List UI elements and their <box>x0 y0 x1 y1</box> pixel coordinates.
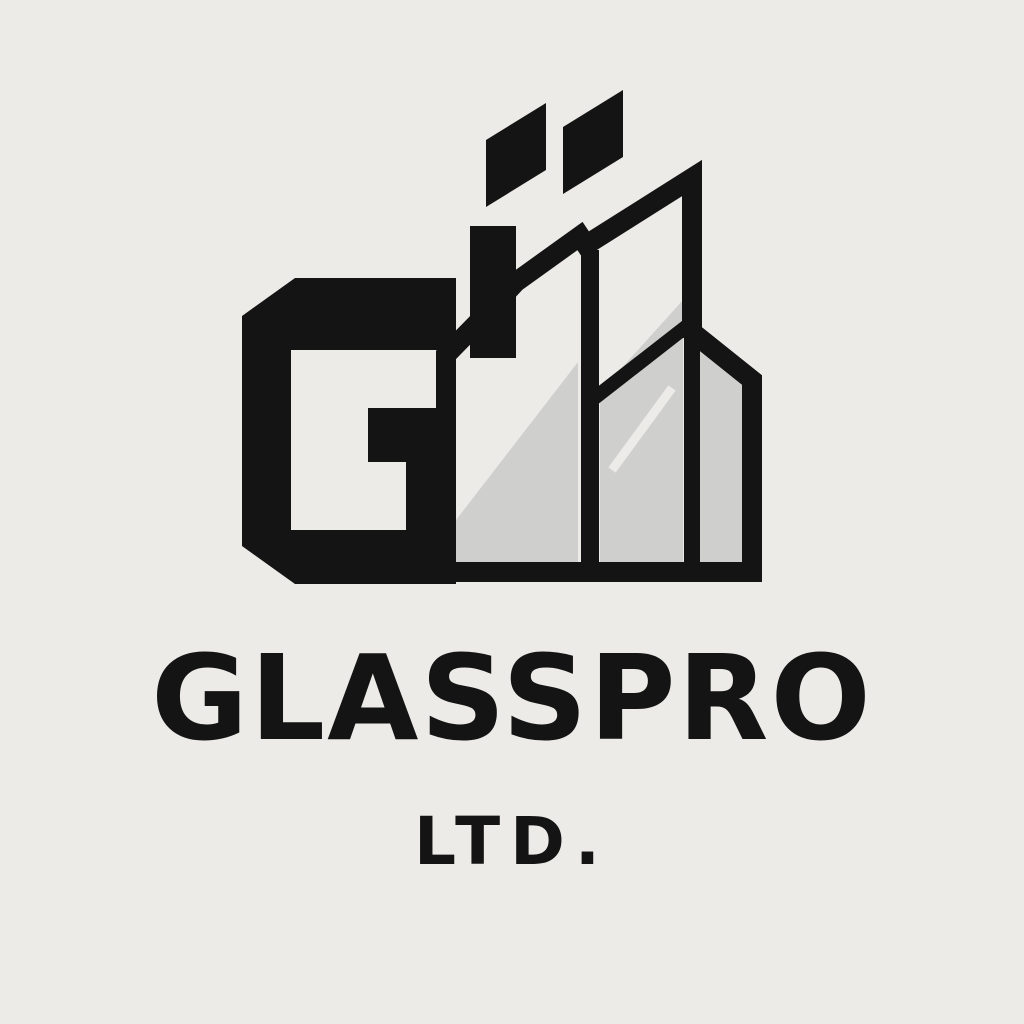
smoke-block-right <box>563 90 623 194</box>
glass-factory-icon <box>0 0 1024 620</box>
glass-pane-left <box>456 362 578 562</box>
smoke-block-left <box>486 103 546 207</box>
letter-g-shape <box>242 278 456 584</box>
brand-name: GLASSPRO <box>0 628 1024 768</box>
brand-suffix: LTD. <box>0 802 1024 882</box>
